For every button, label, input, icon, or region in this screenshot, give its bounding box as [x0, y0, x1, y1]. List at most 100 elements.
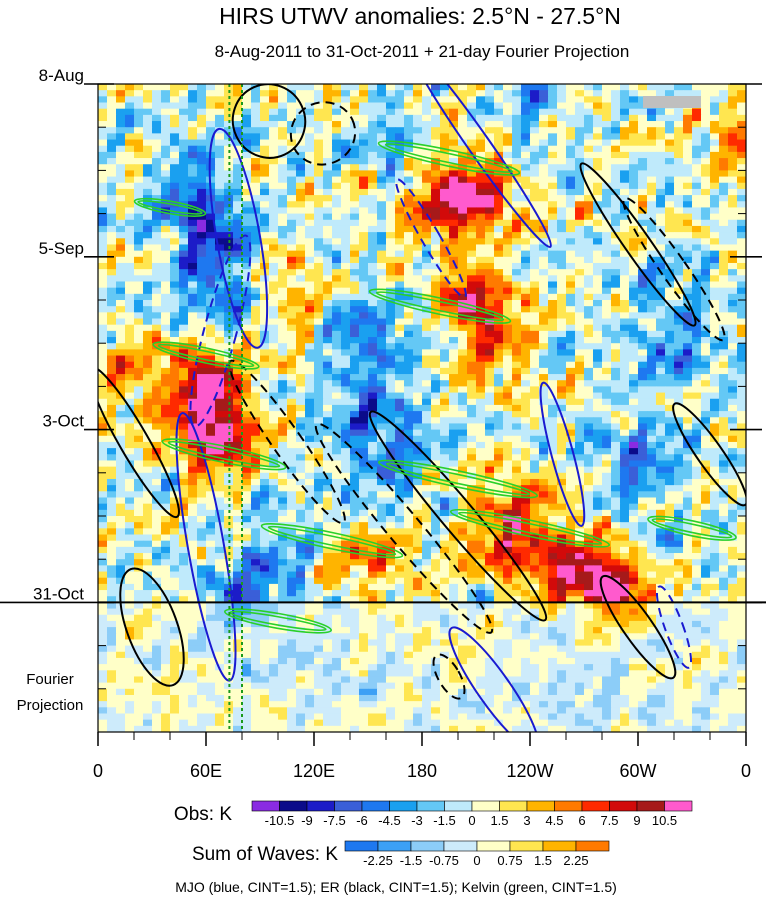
heatmap-cell	[107, 386, 117, 393]
heatmap-cell	[242, 225, 252, 233]
heatmap-cell	[665, 207, 675, 214]
heatmap-cell	[404, 250, 414, 258]
heatmap-cell	[395, 275, 405, 282]
heatmap-cell	[584, 188, 594, 196]
heatmap-cell	[638, 460, 648, 468]
heatmap-cell	[656, 232, 666, 239]
heatmap-cell	[242, 158, 252, 165]
heatmap-cell	[125, 367, 135, 375]
heatmap-cell	[107, 435, 117, 443]
heatmap-cell	[377, 281, 387, 289]
heatmap-cell	[512, 133, 522, 140]
heatmap-cell	[350, 411, 360, 418]
heatmap-cell	[188, 478, 198, 486]
heatmap-cell	[701, 108, 711, 116]
heatmap-cell	[719, 361, 729, 369]
heatmap-cell	[719, 188, 729, 196]
heatmap-cell	[611, 411, 621, 418]
heatmap-cell	[620, 485, 630, 492]
heatmap-cell	[494, 287, 504, 295]
heatmap-cell	[692, 176, 702, 184]
heatmap-cell	[692, 262, 702, 270]
heatmap-cell	[224, 380, 234, 387]
heatmap-cell	[143, 367, 153, 375]
heatmap-cell	[188, 355, 198, 363]
heatmap-cell	[521, 306, 531, 313]
heatmap-cell	[134, 404, 144, 412]
heatmap-cell	[530, 466, 540, 474]
heatmap-cell	[440, 411, 450, 418]
heatmap-cell	[260, 250, 270, 258]
heatmap-cell	[179, 96, 189, 103]
heatmap-cell	[737, 330, 746, 338]
heatmap-cell	[305, 244, 315, 252]
heatmap-cell	[647, 312, 657, 319]
heatmap-cell	[116, 466, 126, 474]
heatmap-cell	[449, 404, 459, 412]
heatmap-cell	[215, 355, 225, 363]
heatmap-cell	[269, 330, 279, 338]
heatmap-cell	[278, 392, 288, 400]
heatmap-cell	[332, 361, 342, 369]
heatmap-cell	[593, 441, 603, 449]
heatmap-cell	[287, 281, 297, 289]
heatmap-cell	[125, 145, 135, 153]
heatmap-cell	[395, 306, 405, 313]
heatmap-cell	[260, 466, 270, 474]
heatmap-cell	[179, 337, 189, 344]
heatmap-cell	[107, 232, 117, 239]
heatmap-cell	[512, 102, 522, 110]
heatmap-cell	[674, 256, 684, 264]
heatmap-cell	[665, 164, 675, 171]
heatmap-cell	[665, 491, 675, 498]
heatmap-cell	[440, 195, 450, 202]
heatmap-cell	[692, 201, 702, 208]
heatmap-cell	[197, 429, 207, 437]
heatmap-cell	[557, 281, 567, 289]
heatmap-cell	[557, 423, 567, 430]
heatmap-cell	[737, 176, 746, 184]
heatmap-cell	[512, 225, 522, 233]
heatmap-cell	[656, 151, 666, 159]
heatmap-cell	[719, 411, 729, 418]
heatmap-cell	[476, 300, 486, 307]
heatmap-cell	[170, 108, 180, 116]
heatmap-cell	[647, 454, 657, 461]
heatmap-cell	[179, 90, 189, 97]
heatmap-cell	[593, 355, 603, 363]
heatmap-cell	[125, 232, 135, 239]
heatmap-cell	[215, 435, 225, 443]
heatmap-cell	[719, 324, 729, 332]
heatmap-cell	[719, 441, 729, 449]
heatmap-cell	[188, 349, 198, 356]
heatmap-cell	[575, 96, 585, 103]
heatmap-cell	[530, 318, 540, 326]
heatmap-cell	[494, 367, 504, 375]
heatmap-cell	[404, 195, 414, 202]
heatmap-cell	[323, 448, 333, 455]
heatmap-cell	[98, 90, 108, 97]
heatmap-cell	[98, 232, 108, 239]
heatmap-cell	[440, 441, 450, 449]
heatmap-cell	[494, 330, 504, 338]
heatmap-cell	[584, 232, 594, 239]
heatmap-cell	[710, 250, 720, 258]
heatmap-cell	[179, 355, 189, 363]
heatmap-cell	[683, 121, 693, 128]
heatmap-cell	[719, 232, 729, 239]
heatmap-cell	[593, 108, 603, 116]
heatmap-cell	[152, 423, 162, 430]
heatmap-cell	[701, 188, 711, 196]
heatmap-cell	[359, 164, 369, 171]
heatmap-cell	[323, 324, 333, 332]
heatmap-cell	[332, 114, 342, 122]
heatmap-cell	[719, 244, 729, 252]
heatmap-cell	[305, 466, 315, 474]
heatmap-cell	[305, 392, 315, 400]
heatmap-cell	[548, 201, 558, 208]
heatmap-cell	[242, 250, 252, 258]
heatmap-cell	[233, 337, 243, 344]
heatmap-cell	[656, 158, 666, 165]
heatmap-cell	[323, 121, 333, 128]
heatmap-cell	[260, 256, 270, 264]
